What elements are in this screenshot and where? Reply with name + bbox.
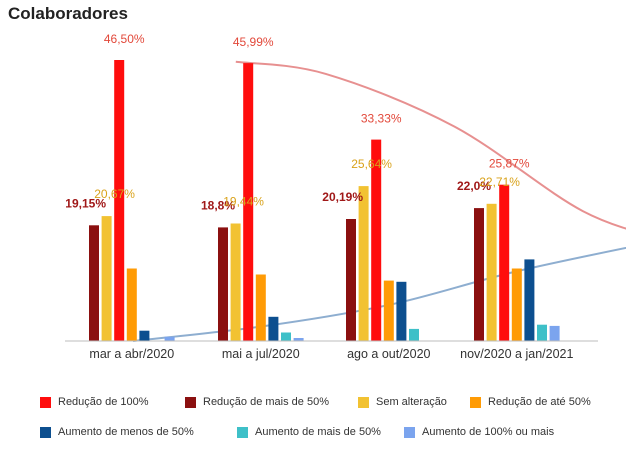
legend-label: Redução de até 50% [488,396,591,408]
data-label-sem-altera-o-3: 22,71% [479,175,520,189]
bar-sem-altera-o-3 [486,203,497,341]
x-tick-label: mar a abr/2020 [89,347,174,361]
legend-label: Sem alteração [376,396,447,408]
legend-item: Redução de mais de 50% [185,396,329,408]
legend-label: Redução de 100% [58,396,149,408]
x-tick-layer: mar a abr/2020 mai a jul/2020 ago a out/20… [89,347,573,361]
data-label-redu-o-de-100--3: 25,87% [489,157,530,171]
bar-redu-o-de-at-50--2 [383,280,394,341]
bar-redu-o-de-100--2 [371,139,382,341]
legend-swatch [40,396,51,408]
data-label-sem-altera-o-2: 25,64% [351,157,392,171]
legend-item: Aumento de mais de 50% [237,426,381,438]
x-tick-label: ago a out/2020 [347,347,430,361]
legend-swatch [40,426,51,438]
legend-item: Aumento de menos de 50% [40,426,194,438]
data-label-layer: 19,15% 18,8% 20,19% 22,0% 20,67% 19,44% 25,64%… [65,32,530,212]
legend-label: Aumento de 100% ou mais [422,426,555,438]
bar-aumento-de-mais-de-50--3 [537,324,547,341]
data-label-redu-o-de-mais-de-50--0: 19,15% [65,196,106,210]
legend-item: Redução de 100% [40,396,149,408]
bar-aumento-de-100-ou-mais-3 [549,325,560,341]
bar-redu-o-de-100--0 [114,60,125,341]
legend-swatch [358,396,369,408]
chart-title: Colaboradores [8,4,128,23]
legend-label: Redução de mais de 50% [203,396,329,408]
data-label-redu-o-de-100--1: 45,99% [233,35,274,49]
bar-aumento-de-100-ou-mais-1 [293,338,304,341]
data-label-redu-o-de-mais-de-50--3: 22,0% [457,179,491,193]
legend-item: Aumento de 100% ou mais [404,426,554,438]
bar-sem-altera-o-1 [230,223,241,341]
bar-redu-o-de-mais-de-50--2 [346,219,356,341]
bar-layer [89,60,560,341]
data-label-redu-o-de-100--2: 33,33% [361,112,402,126]
data-label-redu-o-de-100--0: 46,50% [104,32,145,46]
legend-swatch [185,396,196,408]
bar-redu-o-de-100--3 [499,184,510,341]
bar-redu-o-de-mais-de-50--1 [218,227,228,341]
data-label-redu-o-de-mais-de-50--2: 20,19% [322,190,363,204]
bar-aumento-de-mais-de-50--1 [281,332,291,341]
data-label-redu-o-de-mais-de-50--1: 18,8% [201,198,235,212]
bar-sem-altera-o-2 [358,186,369,341]
legend-swatch [404,426,415,438]
data-label-sem-altera-o-0: 20,67% [94,187,135,201]
bar-redu-o-de-mais-de-50--0 [89,225,99,341]
bar-aumento-de-mais-de-50--2 [409,328,419,341]
legend-item: Redução de até 50% [470,396,591,408]
bar-aumento-de-menos-de-50--0 [139,330,150,341]
bar-redu-o-de-at-50--1 [255,274,266,341]
data-label-sem-altera-o-1: 19,44% [223,195,264,209]
bar-redu-o-de-mais-de-50--3 [474,208,484,341]
trendline-0 [235,60,626,230]
legend-item: Sem alteração [358,396,447,408]
bar-aumento-de-100-ou-mais-0 [164,336,175,341]
x-tick-label: nov/2020 a jan/2021 [460,347,573,361]
legend-label: Aumento de mais de 50% [255,426,381,438]
bar-aumento-de-menos-de-50--2 [396,281,407,341]
bar-aumento-de-menos-de-50--3 [524,259,535,341]
bar-redu-o-de-100--1 [243,63,254,341]
legend-swatch [237,426,248,438]
bar-redu-o-de-at-50--3 [511,268,522,341]
bar-redu-o-de-at-50--0 [126,268,137,341]
bar-sem-altera-o-0 [101,216,112,341]
legend-swatch [470,396,481,408]
x-tick-label: mai a jul/2020 [222,347,300,361]
bar-aumento-de-menos-de-50--1 [268,316,279,341]
legend-label: Aumento de menos de 50% [58,426,194,438]
